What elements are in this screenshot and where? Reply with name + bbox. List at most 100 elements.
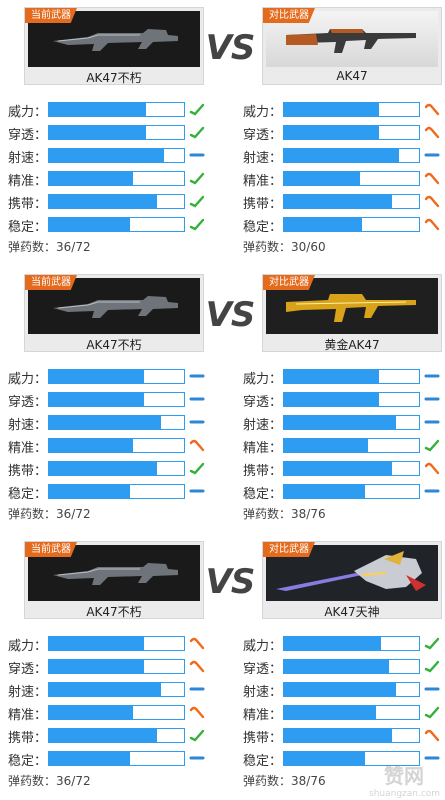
compare-weapon-name: AK47 xyxy=(336,69,368,83)
stat-row: 精准： xyxy=(243,434,443,457)
up-check-icon xyxy=(189,727,205,743)
stat-row: 携带： xyxy=(8,190,208,213)
ammo-count: 弹药数：38/76 xyxy=(243,774,326,788)
stat-bar-fill xyxy=(49,660,144,673)
stat-bar xyxy=(283,392,420,407)
stat-row: 威力： xyxy=(8,365,208,388)
stat-label: 稳定： xyxy=(243,220,283,235)
stat-row: 威力： xyxy=(8,98,208,121)
stat-bar-fill xyxy=(49,149,164,162)
stat-bar-fill xyxy=(284,393,379,406)
stat-bar-fill xyxy=(49,462,157,475)
stat-bar xyxy=(48,217,185,232)
stat-row: 穿透： xyxy=(243,655,443,678)
stat-bar-fill xyxy=(49,729,157,742)
equal-dash-icon xyxy=(189,391,205,407)
ammo-count: 弹药数：36/72 xyxy=(8,240,91,254)
equal-dash-icon xyxy=(189,368,205,384)
stat-label: 携带： xyxy=(8,197,48,212)
stat-label: 稳定： xyxy=(243,754,283,769)
stat-bar-fill xyxy=(284,752,365,765)
stat-bar xyxy=(283,148,420,163)
stat-label: 威力： xyxy=(8,372,48,387)
equal-dash-icon xyxy=(424,368,440,384)
stat-bar-fill xyxy=(49,172,133,185)
up-check-icon xyxy=(189,170,205,186)
current-weapon-card[interactable]: 当前武器 AK47不朽 xyxy=(24,541,204,619)
stat-bar xyxy=(283,194,420,209)
stat-label: 精准： xyxy=(243,174,283,189)
compare-weapon-stats: 威力： 穿透： 射速： 精准： 携带： 稳定： 弹药数：38/76 xyxy=(243,365,443,521)
stat-bar-fill xyxy=(284,416,397,429)
current-weapon-name: AK47不朽 xyxy=(86,338,142,352)
stat-row: 穿透： xyxy=(243,388,443,411)
stat-row: 穿透： xyxy=(8,655,208,678)
stat-bar xyxy=(283,484,420,499)
up-check-icon xyxy=(189,124,205,140)
stat-label: 穿透： xyxy=(8,662,48,677)
stat-bar-fill xyxy=(284,683,397,696)
up-check-icon xyxy=(189,101,205,117)
stat-bar-fill xyxy=(49,370,144,383)
comparison-section-2: 当前武器 AK47不朽 VS 对比武器 黄金AK47 威力： 穿透： 射速： 精准： 携… xyxy=(0,267,445,534)
stat-label: 携带： xyxy=(8,464,48,479)
down-arrow-icon xyxy=(424,727,440,743)
stat-label: 精准： xyxy=(243,441,283,456)
stat-bar-fill xyxy=(284,637,382,650)
up-check-icon xyxy=(189,460,205,476)
stat-label: 穿透： xyxy=(243,395,283,410)
current-weapon-card[interactable]: 当前武器 AK47不朽 xyxy=(24,7,204,85)
stat-bar-fill xyxy=(49,103,147,116)
compare-weapon-card[interactable]: 对比武器 AK47天神 xyxy=(262,541,442,619)
equal-dash-icon xyxy=(424,147,440,163)
stat-bar xyxy=(283,438,420,453)
stat-label: 携带： xyxy=(8,731,48,746)
site-watermark: 赞网 shuangzan.com xyxy=(369,760,440,799)
stat-row: 威力： xyxy=(8,632,208,655)
stat-label: 稳定： xyxy=(8,487,48,502)
equal-dash-icon xyxy=(424,681,440,697)
stat-row: 携带： xyxy=(243,724,443,747)
stat-bar xyxy=(283,636,420,651)
stat-label: 精准： xyxy=(8,174,48,189)
stat-bar-fill xyxy=(284,149,399,162)
stat-row: 威力： xyxy=(243,365,443,388)
stat-bar xyxy=(48,194,185,209)
equal-dash-icon xyxy=(189,147,205,163)
up-check-icon xyxy=(424,658,440,674)
down-arrow-icon xyxy=(424,170,440,186)
stat-bar-fill xyxy=(284,172,360,185)
ammo-count: 弹药数：36/72 xyxy=(8,774,91,788)
stat-bar xyxy=(48,171,185,186)
stat-bar-fill xyxy=(284,706,376,719)
current-weapon-tag: 当前武器 xyxy=(25,542,77,557)
stat-row: 威力： xyxy=(243,98,443,121)
current-weapon-name: AK47不朽 xyxy=(86,71,142,85)
up-check-icon xyxy=(189,216,205,232)
stat-label: 射速： xyxy=(243,685,283,700)
stat-label: 穿透： xyxy=(243,128,283,143)
current-weapon-card[interactable]: 当前武器 AK47不朽 xyxy=(24,274,204,352)
down-arrow-icon xyxy=(189,437,205,453)
stat-row: 携带： xyxy=(243,457,443,480)
stat-bar xyxy=(48,461,185,476)
ammo-count: 弹药数：36/72 xyxy=(8,507,91,521)
stat-label: 射速： xyxy=(243,418,283,433)
stat-label: 威力： xyxy=(8,639,48,654)
compare-weapon-card[interactable]: 对比武器 黄金AK47 xyxy=(262,274,442,352)
stat-bar-fill xyxy=(284,462,392,475)
stat-bar-fill xyxy=(49,683,162,696)
stat-label: 携带： xyxy=(243,464,283,479)
stat-label: 威力： xyxy=(243,105,283,120)
compare-weapon-card[interactable]: 对比武器 AK47 xyxy=(262,7,442,85)
vs-label: VS xyxy=(205,562,256,602)
stat-bar xyxy=(283,751,420,766)
equal-dash-icon xyxy=(424,483,440,499)
stat-row: 稳定： xyxy=(243,480,443,503)
stat-bar-fill xyxy=(284,126,379,139)
stat-label: 射速： xyxy=(8,151,48,166)
stat-label: 稳定： xyxy=(8,754,48,769)
comparison-section-1: 当前武器 AK47不朽 VS 对比武器 AK47 威力： 穿透： 射速： 精准： 携带：… xyxy=(0,0,445,267)
stat-row: 射速： xyxy=(8,144,208,167)
stat-bar xyxy=(283,369,420,384)
